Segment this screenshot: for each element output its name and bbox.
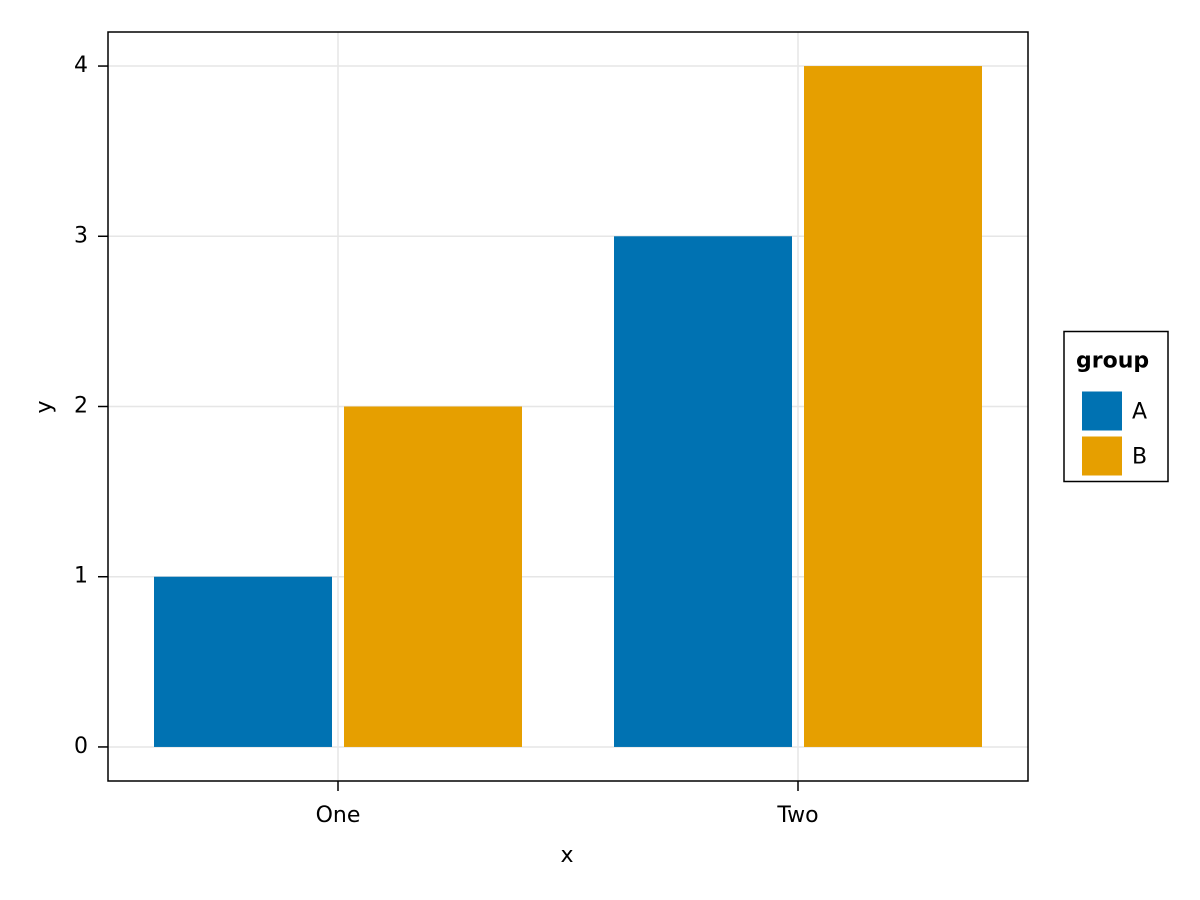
y-tick-label: 4 [74, 53, 88, 78]
y-tick-label: 3 [74, 223, 88, 248]
y-tick-label: 0 [74, 734, 88, 759]
x-tick-label: One [316, 803, 361, 828]
legend-title: group [1076, 349, 1149, 374]
y-tick-label: 2 [74, 394, 88, 419]
x-tick-label: Two [776, 803, 818, 828]
bar [154, 576, 332, 747]
bar [804, 66, 982, 747]
y-tick-label: 1 [74, 564, 88, 589]
legend-label: A [1132, 400, 1147, 425]
x-axis-label: x [560, 843, 573, 868]
legend: group AB [1063, 330, 1169, 483]
bar [344, 406, 522, 747]
bar [614, 236, 792, 747]
plot-frame [107, 31, 1029, 782]
legend-swatch [1082, 391, 1122, 431]
y-axis-label: y [32, 400, 57, 413]
legend-label: B [1132, 445, 1147, 470]
legend-swatch [1082, 436, 1122, 476]
